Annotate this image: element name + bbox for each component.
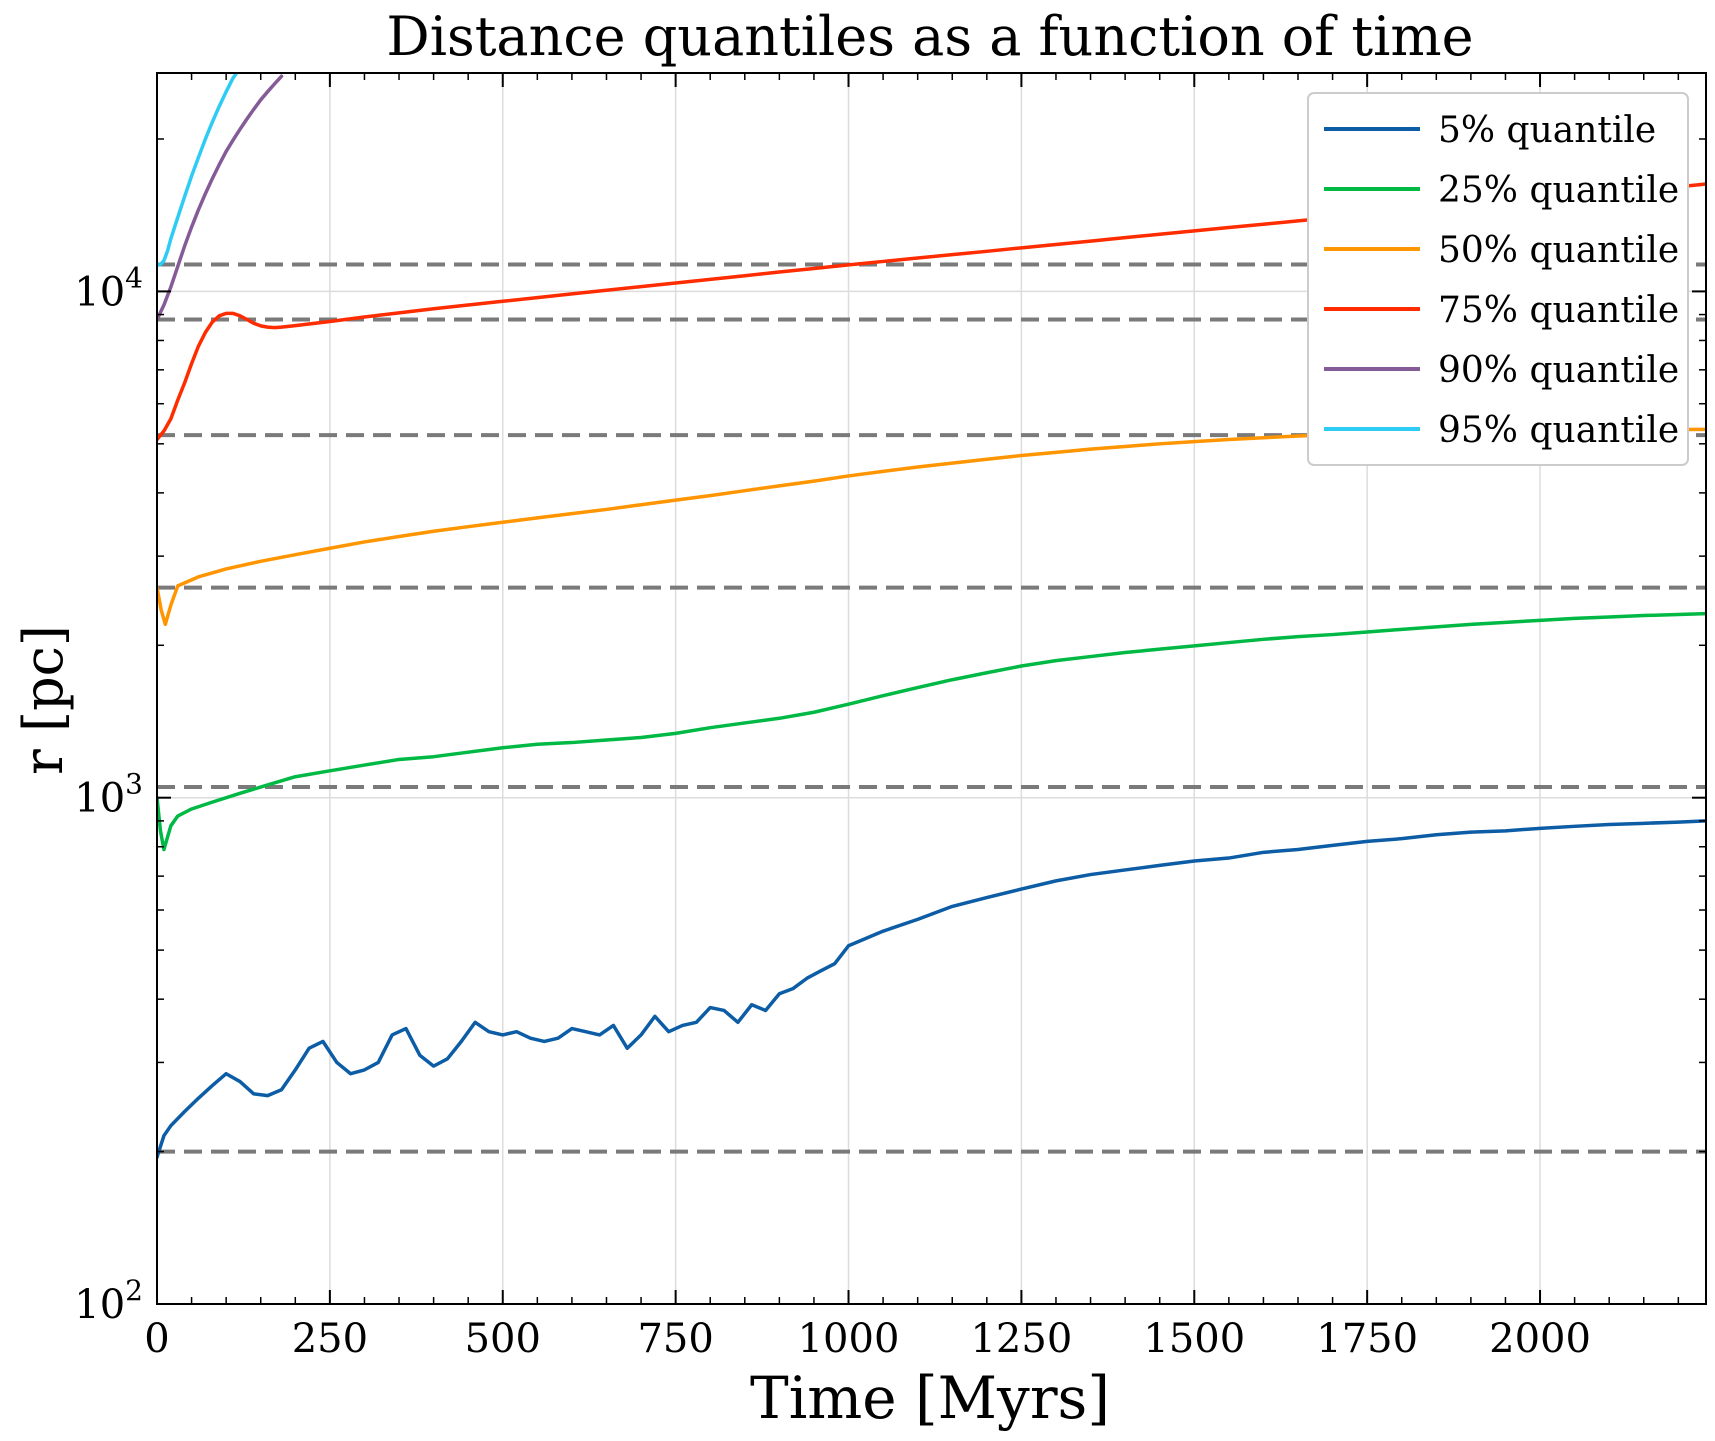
legend-label-90-quantile: 90% quantile xyxy=(1438,350,1679,391)
y-axis-label: r [pc] xyxy=(12,625,75,775)
series-line-25-quantile xyxy=(157,611,1706,852)
series-line-5-quantile xyxy=(157,819,1706,1159)
x-tick-label: 1250 xyxy=(970,1316,1072,1362)
legend: 5% quantile 25% quantile 50% quantile 75% q… xyxy=(1307,92,1689,466)
series-line-90-quantile xyxy=(157,74,284,322)
x-axis-label: Time [Myrs] xyxy=(750,1364,1110,1432)
series-lines xyxy=(157,73,1706,1159)
x-tick-label: 2000 xyxy=(1489,1316,1591,1362)
chart-title: Distance quantiles as a function of time xyxy=(386,5,1473,68)
x-tick-label: 1000 xyxy=(798,1316,900,1362)
x-tick-label: 250 xyxy=(292,1316,368,1362)
y-tick-label: 102 xyxy=(74,1274,143,1328)
x-tick-label: 750 xyxy=(637,1316,713,1362)
legend-label-75-quantile: 75% quantile xyxy=(1438,290,1679,331)
plot-frame xyxy=(156,72,1707,1305)
x-tick-label: 1500 xyxy=(1143,1316,1245,1362)
reference-lines xyxy=(157,262,1706,1154)
series-line-95-quantile xyxy=(157,73,239,267)
legend-label-95-quantile: 95% quantile xyxy=(1438,410,1679,451)
legend-items: 5% quantile 25% quantile 50% quantile 75% q… xyxy=(1324,110,1679,451)
legend-label-5-quantile: 5% quantile xyxy=(1438,110,1656,151)
legend-label-50-quantile: 50% quantile xyxy=(1438,230,1679,271)
legend-box xyxy=(1307,92,1689,466)
legend-label-25-quantile: 25% quantile xyxy=(1438,170,1679,211)
axis-ticks xyxy=(156,73,1706,1305)
x-tick-label: 500 xyxy=(465,1316,541,1362)
x-tick-labels: 0 250 500 750 1000 1250 1500 1750 2000 xyxy=(144,1316,1591,1362)
x-tick-label: 1750 xyxy=(1316,1316,1418,1362)
x-tick-label: 0 xyxy=(144,1316,169,1362)
